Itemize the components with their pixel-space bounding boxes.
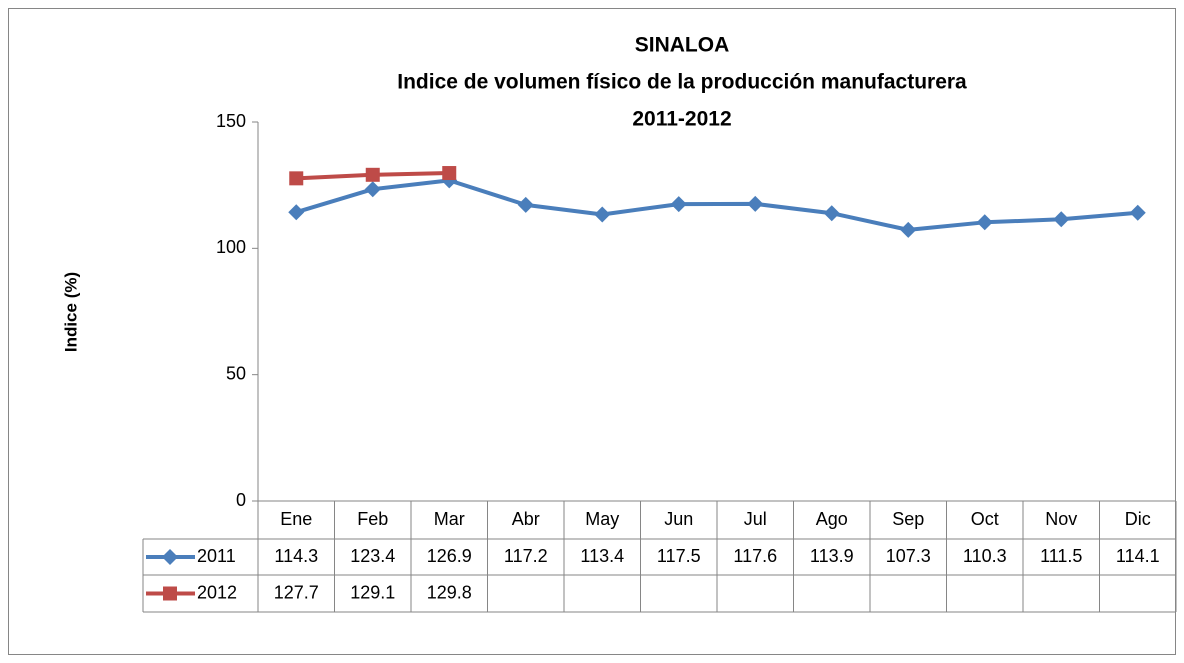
y-tick-label: 50 — [226, 363, 246, 383]
x-tick-label: Jun — [664, 509, 693, 529]
legend-label: 2011 — [197, 546, 236, 566]
data-point — [442, 166, 457, 181]
x-tick-label: Mar — [434, 509, 465, 529]
table-value: 110.3 — [963, 546, 1007, 566]
table-value: 111.5 — [1040, 546, 1082, 566]
x-tick-label: Abr — [512, 509, 540, 529]
table-value: 129.1 — [350, 582, 395, 602]
x-tick-label: Ene — [280, 509, 312, 529]
y-tick-label: 0 — [236, 490, 246, 510]
table-value: 127.7 — [274, 582, 319, 602]
table-value: 114.1 — [1116, 546, 1160, 566]
chart-title: SINALOA — [635, 34, 730, 57]
table-value: 113.4 — [580, 546, 624, 566]
legend-marker — [162, 549, 178, 565]
table-value: 114.3 — [274, 546, 318, 566]
y-tick-label: 100 — [216, 237, 246, 257]
table-value: 123.4 — [350, 546, 395, 566]
table-value: 117.5 — [657, 546, 701, 566]
table-value: 126.9 — [427, 546, 472, 566]
data-point — [594, 206, 611, 223]
data-point — [289, 171, 304, 186]
data-point — [900, 221, 917, 238]
data-point — [517, 196, 534, 213]
y-axis-label: Indice (%) — [61, 272, 80, 352]
x-tick-label: Sep — [892, 509, 924, 529]
x-tick-label: Oct — [971, 509, 999, 529]
table-value: 117.2 — [504, 546, 548, 566]
data-point — [747, 195, 764, 212]
x-tick-label: Nov — [1045, 509, 1077, 529]
table-value: 113.9 — [810, 546, 854, 566]
data-point — [823, 205, 840, 222]
chart-border — [8, 8, 1176, 655]
data-point — [1053, 211, 1070, 228]
table-value: 117.6 — [733, 546, 777, 566]
x-tick-label: Feb — [357, 509, 388, 529]
data-point — [670, 196, 687, 213]
x-tick-label: Ago — [816, 509, 848, 529]
table-value: 107.3 — [886, 546, 931, 566]
legend-label: 2012 — [197, 582, 237, 602]
data-point — [1129, 204, 1146, 221]
data-point — [288, 204, 305, 221]
chart-title: 2011-2012 — [632, 108, 731, 131]
data-point — [976, 214, 993, 231]
x-tick-label: May — [585, 509, 619, 529]
x-tick-label: Jul — [744, 509, 767, 529]
chart-title: Indice de volumen físico de la producció… — [397, 71, 967, 94]
x-tick-label: Dic — [1125, 509, 1151, 529]
table-value: 129.8 — [427, 582, 472, 602]
data-point — [365, 167, 380, 182]
legend-marker — [163, 586, 177, 601]
series-line — [295, 178, 1138, 232]
data-point — [364, 181, 381, 198]
y-tick-label: 150 — [216, 111, 246, 131]
